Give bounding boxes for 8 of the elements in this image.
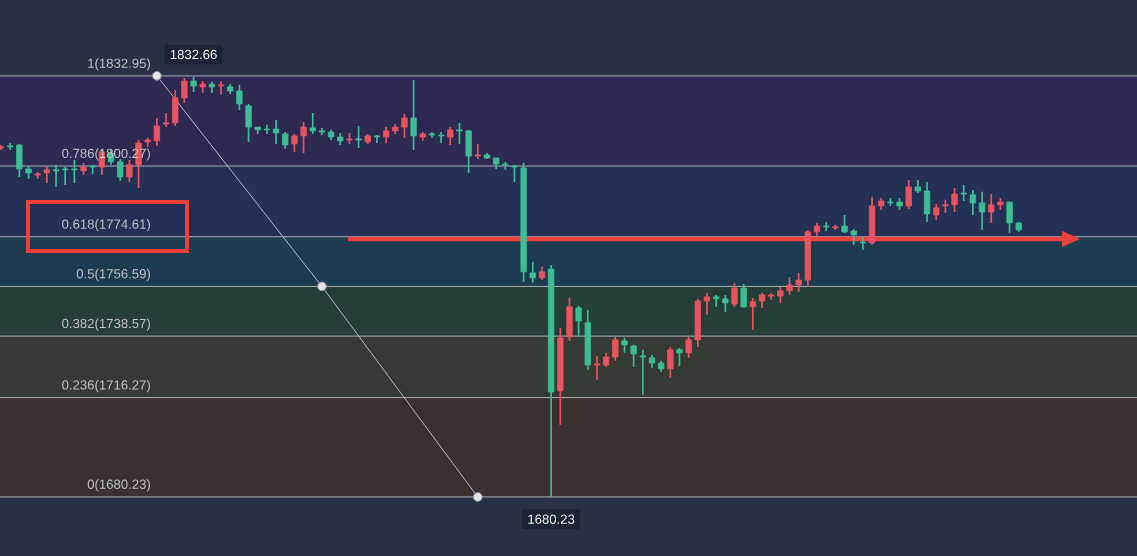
ref-line-label: 0(1680.23): [87, 479, 150, 492]
ref-line-label: 1(1832.95): [88, 58, 150, 71]
ref-line-label: 0.382(1738.57): [62, 318, 150, 331]
ref-line-label: 0.236(1716.27): [62, 379, 150, 393]
annotation: 1680.23: [528, 514, 575, 524]
ref-line-label: 0.618(1774.61): [62, 219, 150, 232]
ref-line-label: 0.5(1756.59): [76, 268, 150, 282]
annotation: 1832.66: [170, 49, 217, 60]
